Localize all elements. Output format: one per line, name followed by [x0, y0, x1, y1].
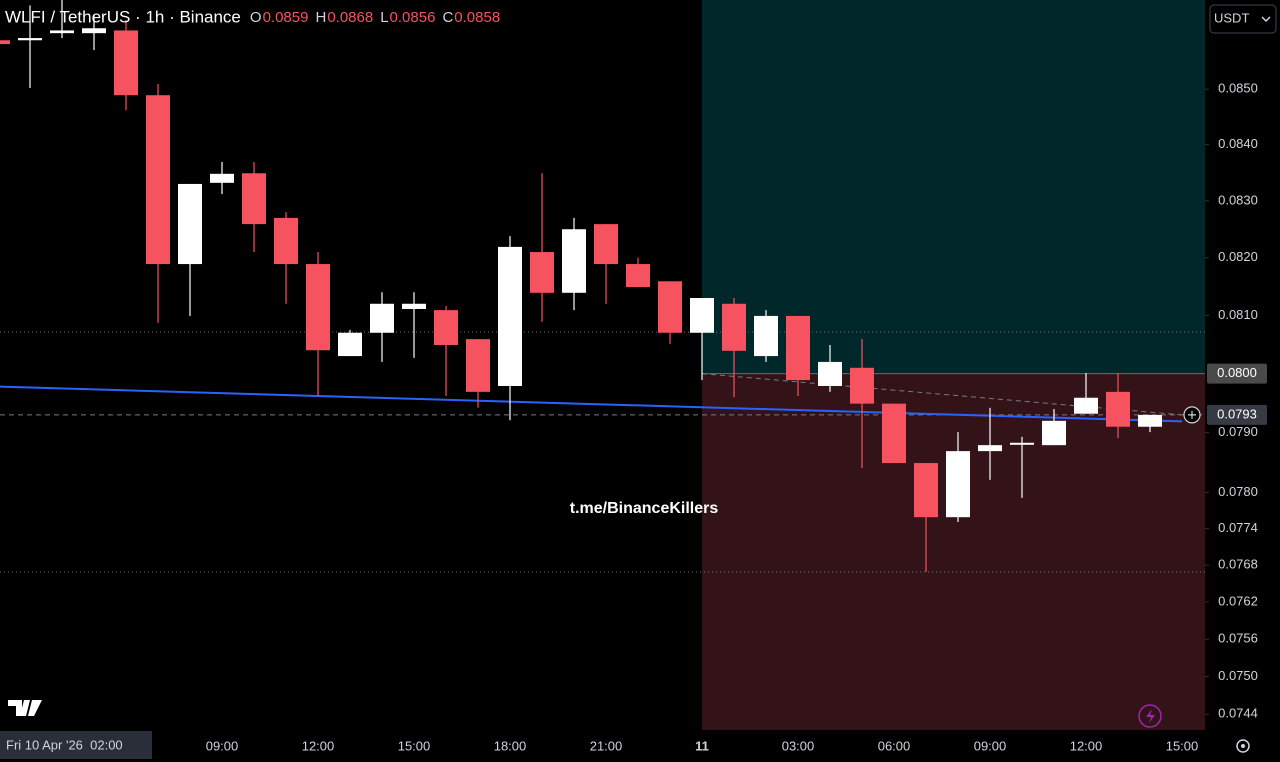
plus-icon: [1188, 410, 1196, 419]
candle-body: [818, 361, 842, 386]
candle-body: [594, 224, 618, 265]
lightning-button[interactable]: [1138, 704, 1162, 728]
candle-body: [562, 229, 586, 293]
logo-shape: [8, 700, 42, 716]
candle-body: [402, 303, 426, 309]
ohlc-key: H: [315, 9, 326, 26]
x-tick-label: 21:00: [590, 738, 623, 753]
x-tick-label: 12:00: [1070, 738, 1103, 753]
dropdown-arrow: [1261, 16, 1271, 23]
settings-icon: [1241, 744, 1245, 748]
candle-body: [146, 95, 170, 265]
candle-body: [370, 303, 394, 333]
header: WLFI / TetherUS · 1h · Binance O 0.0859 H 0…: [5, 7, 500, 26]
candle-body: [1010, 442, 1034, 445]
candle-body: [658, 281, 682, 333]
currency-button[interactable]: [1209, 4, 1277, 34]
x-tick-label: 15:00: [398, 738, 431, 753]
candle-body: [50, 30, 74, 34]
candle-body: [850, 367, 874, 404]
candle-body: [114, 30, 138, 96]
watermark: t.me/BinanceKillers: [570, 500, 719, 517]
date-label: Fri 10 Apr '26 02:00: [6, 737, 123, 752]
x-tick-label: 09:00: [206, 738, 239, 753]
trend-line: [0, 385, 1183, 423]
ohlc-value: 0.0856: [390, 9, 436, 26]
y-tick-label: 0.0768: [1218, 557, 1258, 572]
candle-body: [690, 297, 714, 333]
y-tick-label: 0.0850: [1218, 81, 1258, 96]
x-tick-label: 18:00: [494, 738, 527, 753]
candle-body: [978, 445, 1002, 452]
candle-body: [210, 173, 234, 183]
candle-body: [82, 28, 106, 34]
candle-body: [754, 315, 778, 357]
y-tick-label: 0.0774: [1218, 520, 1258, 535]
candle-body: [914, 463, 938, 518]
ohlc-key: L: [380, 9, 388, 26]
lightning-icon: [1146, 709, 1155, 723]
y-tick-label: 0.0840: [1218, 136, 1258, 151]
ohlc-key: O: [250, 9, 262, 26]
ohlc-value: 0.0859: [263, 9, 309, 26]
y-tick-label: 0.0762: [1218, 593, 1258, 608]
candle-body: [626, 264, 650, 288]
y-tick-label: 0.0780: [1218, 484, 1258, 499]
profit-zone: [702, 0, 1205, 374]
y-tick-label: 0.0820: [1218, 249, 1258, 264]
ohlc-value: 0.0868: [327, 9, 373, 26]
candle-body: [466, 339, 490, 392]
entry-label: 0.0800: [1217, 365, 1257, 380]
x-tick-label: 15:00: [1166, 738, 1199, 753]
candle-body: [1106, 391, 1130, 427]
candle-body: [722, 303, 746, 351]
x-tick-label: 09:00: [974, 738, 1007, 753]
symbol-title: WLFI / TetherUS · 1h · Binance: [5, 7, 241, 26]
loss-zone: [702, 373, 1205, 730]
current-price-label: 0.0793: [1217, 406, 1257, 421]
y-tick-label: 0.0744: [1218, 706, 1258, 721]
candle-body: [306, 264, 330, 351]
candle-body: [882, 403, 906, 464]
candle-body: [0, 40, 10, 45]
current-price-box: [1207, 404, 1267, 425]
y-tick-label: 0.0830: [1218, 192, 1258, 207]
ohlc-key: C: [442, 9, 453, 26]
candle-body: [274, 217, 298, 265]
candle-body: [946, 451, 970, 518]
plot-area: [0, 0, 1205, 730]
currency[interactable]: USDT: [1214, 10, 1249, 25]
candle-body: [242, 173, 266, 225]
candle-body: [1138, 414, 1162, 427]
y-tick-label: 0.0756: [1218, 631, 1258, 646]
x-tick-label: 03:00: [782, 738, 815, 753]
candle-body: [434, 310, 458, 345]
y-tick-label: 0.0750: [1218, 668, 1258, 683]
settings-button[interactable]: [1236, 739, 1250, 753]
candle-body: [1042, 420, 1066, 446]
date-label-box: [0, 731, 152, 759]
y-tick-label: 0.0790: [1218, 424, 1258, 439]
tv-logo: [8, 700, 42, 716]
ohlc-value: 0.0858: [454, 9, 500, 26]
entry-label-box: [1207, 363, 1267, 384]
candle-body: [530, 252, 554, 293]
candle-body: [498, 246, 522, 386]
candle-body: [178, 183, 202, 265]
x-tick-label: 06:00: [878, 738, 911, 753]
candle-body: [338, 332, 362, 357]
candle-body: [1074, 397, 1098, 414]
candle-body: [18, 38, 42, 41]
y-tick-label: 0.0810: [1218, 307, 1258, 322]
candle-body: [786, 315, 810, 381]
x-tick-label: 12:00: [302, 738, 335, 753]
x-tick-label: 11: [695, 738, 709, 753]
